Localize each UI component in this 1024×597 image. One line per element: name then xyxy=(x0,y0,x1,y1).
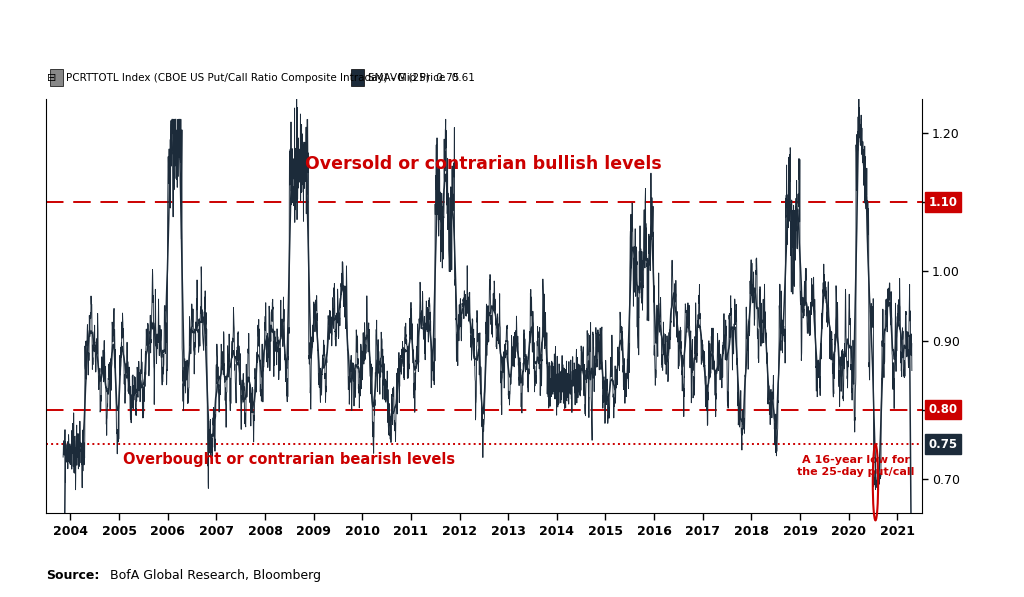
Text: 0.75: 0.75 xyxy=(929,438,957,451)
Text: ⊟: ⊟ xyxy=(47,73,56,82)
Bar xyxy=(50,69,63,86)
Text: A 16-year low for
the 25-day put/call: A 16-year low for the 25-day put/call xyxy=(798,456,914,477)
Text: SMAVG (25)  0.75: SMAVG (25) 0.75 xyxy=(368,73,459,82)
Text: PCRTTOTL Index (CBOE US Put/Call Ratio Composite Intraday) - Mid Price  0.61: PCRTTOTL Index (CBOE US Put/Call Ratio C… xyxy=(67,73,475,82)
Bar xyxy=(351,69,365,86)
Text: BofA Global Research, Bloomberg: BofA Global Research, Bloomberg xyxy=(102,569,322,582)
Text: Overbought or contrarian bearish levels: Overbought or contrarian bearish levels xyxy=(123,452,456,467)
Text: Oversold or contrarian bullish levels: Oversold or contrarian bullish levels xyxy=(305,155,663,173)
Text: 1.10: 1.10 xyxy=(929,196,957,209)
Text: Source:: Source: xyxy=(46,569,99,582)
Text: 0.80: 0.80 xyxy=(929,403,957,416)
